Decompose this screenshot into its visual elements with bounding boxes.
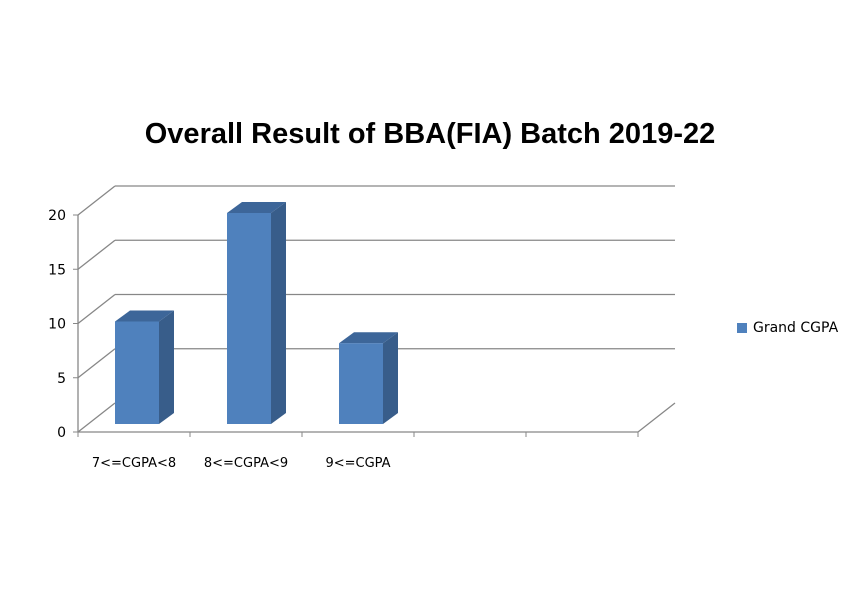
x-tick-label: 9<=CGPA [325,456,390,471]
y-tick-label: 20 [48,208,66,224]
bar-side [271,202,286,424]
y-tick-label: 15 [48,262,66,278]
wall-diagonal [77,348,116,379]
x-tick-label: 8<=CGPA<9 [204,456,288,471]
y-tick-label: 0 [57,425,66,441]
bar [339,343,383,424]
bar-top [227,202,286,213]
wall-diagonal [77,293,116,325]
bar-top [339,332,398,344]
bar-top [115,310,174,322]
chart-title: Overall Result of BBA(FIA) Batch 2019-22 [144,118,716,150]
bar-side [383,332,398,424]
wall-diagonal [77,402,116,433]
bar-side [159,310,174,424]
legend-label: Grand CGPA [753,320,839,336]
y-tick-label: 5 [57,371,66,387]
x-tick-label: 7<=CGPA<8 [92,456,176,471]
bar [115,321,159,424]
wall-diagonal [77,239,116,270]
bar [227,213,271,424]
y-tick-label: 10 [48,317,66,333]
legend: Grand CGPA [737,320,838,336]
legend-swatch [737,323,747,333]
wall-diagonal [77,185,116,216]
